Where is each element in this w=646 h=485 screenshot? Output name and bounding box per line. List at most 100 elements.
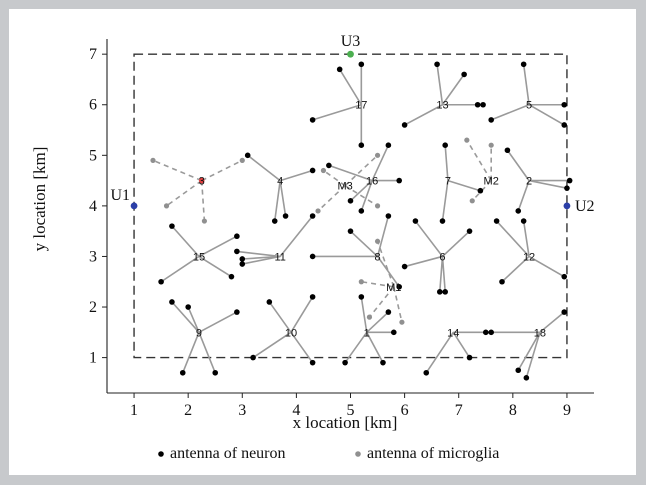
neuron-label: 16	[366, 176, 378, 188]
neuron-link	[360, 180, 373, 212]
neuron-link	[517, 180, 530, 212]
microglia-link	[361, 280, 394, 288]
neuron-link	[366, 331, 384, 364]
neuron-link	[279, 215, 314, 257]
neuron-link	[522, 64, 530, 105]
neuron-antenna-point	[212, 369, 219, 376]
neuron-antenna-point	[564, 185, 570, 191]
neuron-link	[198, 311, 238, 334]
neuron-antenna-point	[390, 329, 397, 336]
neuron-link	[447, 179, 481, 192]
neuron-label: 17	[355, 100, 367, 112]
neuron-antenna-point	[488, 117, 494, 123]
neuron-link	[328, 164, 373, 182]
microglia-antenna-point	[374, 152, 381, 158]
neuron-antenna-point	[434, 61, 440, 68]
microglia-antenna-point	[399, 319, 405, 325]
neuron-link	[160, 255, 200, 283]
neuron-antenna-point	[239, 256, 246, 262]
user-marker	[347, 50, 354, 58]
legend-label: antenna of microglia	[367, 445, 499, 462]
neuron-link	[452, 331, 471, 359]
neuron-antenna-point	[442, 142, 448, 148]
y-tick-label: 5	[89, 147, 97, 164]
neuron-antenna-point	[385, 213, 392, 219]
neuron-label: 10	[285, 327, 297, 339]
neuron-link	[517, 331, 541, 371]
neuron-label: 14	[447, 327, 459, 339]
y-tick-label: 4	[89, 198, 97, 215]
microglia-link	[166, 179, 203, 207]
neuron-antenna-point	[561, 309, 568, 315]
neuron-antenna-point	[309, 294, 316, 300]
neuron-link	[404, 104, 443, 126]
neuron-antenna-point	[271, 218, 278, 224]
neuron-antenna-point	[488, 329, 494, 336]
x-tick-label: 8	[509, 402, 517, 419]
microglia-antenna-point	[374, 203, 381, 209]
neuron-antenna-point	[436, 289, 443, 295]
neuron-antenna-point	[282, 213, 289, 219]
legend-marker	[158, 451, 164, 457]
neuron-link	[182, 332, 200, 374]
user-marker	[130, 202, 138, 210]
neuron-link	[312, 103, 362, 121]
microglia-label: M3	[337, 181, 352, 193]
neuron-link	[290, 296, 314, 333]
neuron-link	[187, 306, 200, 333]
microglia-link	[152, 159, 203, 182]
neuron-antenna-point	[309, 167, 316, 174]
neuron-antenna-point	[396, 284, 403, 290]
neuron-antenna-point	[401, 263, 408, 270]
legend-marker	[355, 451, 361, 457]
microglia-antenna-point	[163, 203, 170, 209]
neuron-link	[236, 250, 281, 258]
neuron-antenna-point	[561, 101, 568, 108]
neuron-link	[349, 180, 373, 202]
microglia-label: M2	[484, 176, 499, 188]
neuron-label: 3	[199, 176, 205, 188]
neuron-link	[366, 311, 389, 333]
neuron-link	[425, 331, 454, 374]
neuron-antenna-point	[520, 61, 527, 68]
neuron-label: 5	[526, 100, 532, 112]
neuron-link	[506, 149, 530, 182]
neuron-link	[290, 331, 314, 364]
y-axis-label: y location [km]	[30, 147, 49, 252]
neuron-antenna-point	[158, 278, 164, 285]
legend-label: antenna of neuron	[170, 445, 286, 462]
neuron-link	[441, 180, 449, 222]
neuron-antenna-point	[566, 177, 573, 184]
neuron-label: 12	[523, 251, 535, 263]
neuron-link	[441, 73, 465, 106]
hub-marker	[198, 177, 205, 184]
x-tick-label: 3	[238, 402, 246, 419]
neuron-antenna-point	[423, 369, 430, 376]
neuron-antenna-point	[358, 208, 365, 214]
neuron-antenna-point	[336, 66, 343, 73]
x-tick-label: 2	[184, 402, 192, 419]
neuron-link	[438, 256, 444, 292]
microglia-link	[322, 169, 346, 187]
neuron-label: 11	[274, 251, 285, 263]
neuron-label: 7	[445, 176, 451, 188]
neuron-link	[444, 145, 449, 181]
microglia-antenna-point	[150, 157, 156, 163]
neuron-antenna-point	[309, 253, 316, 260]
neuron-antenna-point	[561, 273, 568, 280]
microglia-link	[317, 185, 346, 212]
neuron-link	[279, 180, 287, 217]
microglia-antenna-point	[320, 167, 327, 174]
neuron-link	[198, 255, 232, 278]
neuron-antenna-point	[493, 218, 500, 224]
neuron-link	[528, 104, 565, 126]
neuron-link	[349, 230, 379, 258]
neuron-antenna-point	[439, 218, 446, 224]
neuron-link	[252, 331, 292, 359]
neuron-link	[171, 225, 200, 257]
neuron-link	[242, 255, 281, 265]
neuron-link	[338, 68, 363, 106]
neuron-antenna-point	[358, 61, 365, 68]
